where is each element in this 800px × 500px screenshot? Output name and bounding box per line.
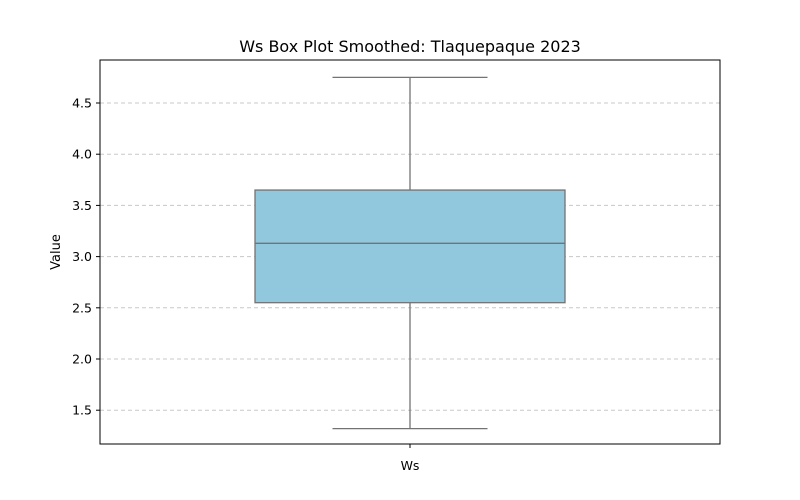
y-axis-label: Value	[49, 234, 64, 270]
y-tick-label: 3.5	[72, 198, 92, 213]
y-tick-label: 4.0	[72, 147, 92, 162]
y-tick-label: 2.5	[72, 300, 92, 315]
box-plot-layer	[254, 76, 566, 430]
y-tick-label: 1.5	[72, 403, 92, 418]
chart-title: Ws Box Plot Smoothed: Tlaquepaque 2023	[239, 37, 581, 56]
y-tick-label: 4.5	[72, 96, 92, 111]
y-tick-label: 2.0	[72, 352, 92, 367]
y-tick-label: 3.0	[72, 249, 92, 264]
interquartile-box	[254, 189, 566, 304]
x-tick-label: Ws	[401, 458, 420, 473]
axis-ticks: 1.5 2.0 2.5 3.0 3.5 4.0 4.5 Ws	[72, 96, 419, 473]
